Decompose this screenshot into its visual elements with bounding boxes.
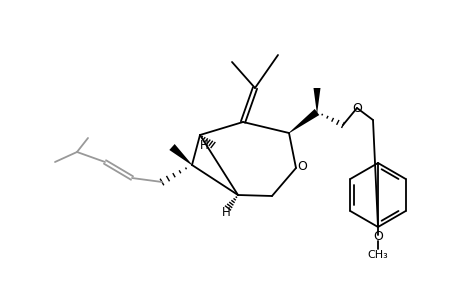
Text: H: H xyxy=(221,206,230,220)
Polygon shape xyxy=(288,109,319,133)
Text: O: O xyxy=(297,160,306,172)
Text: O: O xyxy=(351,101,361,115)
Text: CH₃: CH₃ xyxy=(367,250,387,260)
Polygon shape xyxy=(169,144,192,165)
Polygon shape xyxy=(313,88,320,112)
Text: O: O xyxy=(372,230,382,244)
Text: H: H xyxy=(200,139,208,152)
